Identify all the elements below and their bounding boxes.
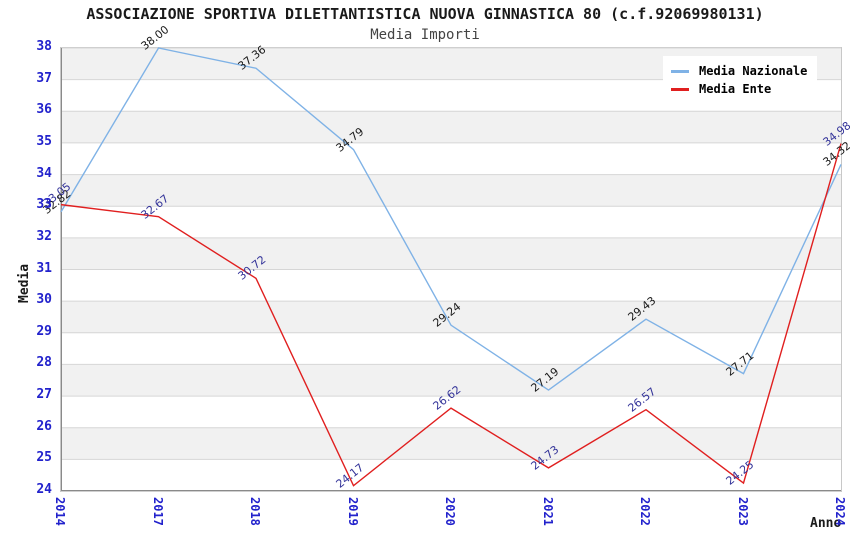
legend-swatch-icon	[671, 87, 689, 91]
chart-subtitle: Media Importi	[370, 27, 480, 43]
y-tick-label: 26	[36, 418, 52, 434]
x-tick-label: 2017	[150, 497, 165, 526]
y-tick-label: 37	[36, 70, 52, 86]
legend-label: Media Ente	[699, 82, 772, 96]
y-tick-label: 24	[36, 482, 52, 497]
y-tick-label: 38	[36, 39, 52, 54]
legend-swatch-icon	[671, 69, 689, 73]
y-tick-label: 36	[36, 102, 52, 118]
x-tick-label: 2019	[345, 497, 360, 526]
y-tick-label: 31	[36, 260, 52, 276]
y-tick-label: 35	[36, 133, 52, 149]
legend-label: Media Nazionale	[699, 64, 808, 78]
legend-item: Media Nazionale	[671, 64, 807, 78]
y-tick-label: 32	[36, 228, 52, 244]
x-tick-label: 2020	[443, 497, 457, 526]
x-tick-label: 2021	[540, 497, 555, 526]
y-tick-label: 25	[36, 450, 52, 466]
y-tick-label: 29	[36, 323, 52, 339]
x-tick-label: 2014	[53, 497, 67, 526]
y-tick-label: 34	[36, 165, 52, 181]
legend-item: Media Ente	[671, 82, 807, 96]
legend: Media Nazionale Media Ente	[663, 56, 818, 104]
y-tick-label: 33	[36, 197, 52, 213]
x-tick-label: 2018	[248, 497, 262, 526]
series-line-media-nazionale	[60, 47, 842, 391]
x-tick-label: 2024	[833, 497, 847, 526]
chart-title: ASSOCIAZIONE SPORTIVA DILETTANTISTICA NU…	[86, 5, 764, 23]
x-tick-label: 2022	[638, 497, 652, 526]
y-tick-label: 28	[36, 355, 52, 371]
plot-area: 32.82 38.00 37.36 34.79 29.24 27.19 29.43 27.71…	[41, 23, 850, 492]
y-tick-label: 27	[36, 387, 52, 403]
y-tick-label: 30	[36, 292, 52, 308]
x-tick-label: 2023	[735, 497, 750, 526]
chart-canvas	[60, 47, 842, 492]
series-line-media-ente	[60, 143, 842, 487]
x-axis-title: Anno	[810, 516, 842, 531]
